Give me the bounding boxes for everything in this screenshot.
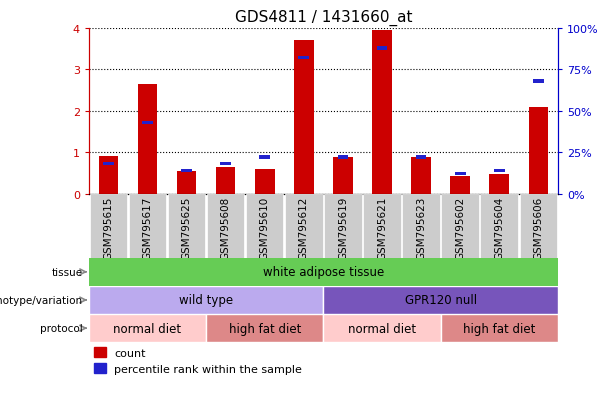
Bar [481, 194, 518, 258]
Bar [89, 286, 324, 314]
Text: GSM795608: GSM795608 [221, 196, 230, 259]
Bar [364, 194, 401, 258]
Text: high fat diet: high fat diet [229, 322, 301, 335]
Text: GSM795604: GSM795604 [494, 196, 504, 259]
Bar [181, 169, 192, 173]
Bar [220, 163, 231, 166]
Bar [324, 314, 441, 342]
Text: GSM795610: GSM795610 [260, 196, 270, 259]
Bar [259, 156, 270, 159]
Bar [99, 157, 118, 194]
Bar [441, 314, 558, 342]
Text: GSM795617: GSM795617 [142, 196, 153, 259]
Text: GPR120 null: GPR120 null [405, 294, 477, 307]
Bar [533, 80, 544, 83]
Text: normal diet: normal diet [348, 322, 416, 335]
Text: GSM795625: GSM795625 [181, 196, 192, 259]
Bar [299, 57, 309, 60]
Text: GSM795612: GSM795612 [299, 196, 309, 259]
Bar [528, 108, 548, 194]
Text: GSM795615: GSM795615 [104, 196, 113, 259]
Bar [285, 194, 322, 258]
Bar [338, 156, 348, 159]
Text: GSM795602: GSM795602 [455, 196, 465, 259]
Bar [441, 194, 479, 258]
Bar [520, 194, 557, 258]
Bar [206, 314, 324, 342]
Bar [324, 286, 558, 314]
Text: wild type: wild type [179, 294, 233, 307]
Bar [138, 85, 158, 194]
Text: GSM795619: GSM795619 [338, 196, 348, 259]
Bar [494, 169, 504, 173]
Bar [416, 156, 427, 159]
Text: high fat diet: high fat diet [463, 322, 535, 335]
Bar [376, 47, 387, 50]
Bar [455, 173, 465, 176]
Bar [489, 175, 509, 194]
Text: GSM795623: GSM795623 [416, 196, 426, 259]
Bar [246, 194, 283, 258]
Bar [142, 121, 153, 125]
Text: GSM795621: GSM795621 [377, 196, 387, 259]
Bar [324, 194, 362, 258]
Bar [411, 158, 431, 194]
Bar [255, 169, 275, 194]
Bar [333, 158, 352, 194]
Bar [216, 167, 235, 194]
Legend: count, percentile rank within the sample: count, percentile rank within the sample [94, 348, 302, 374]
Bar [177, 171, 196, 194]
Text: white adipose tissue: white adipose tissue [263, 266, 384, 279]
Text: protocol: protocol [40, 323, 83, 333]
Bar [207, 194, 245, 258]
Text: genotype/variation: genotype/variation [0, 295, 83, 305]
Text: GSM795606: GSM795606 [533, 196, 543, 259]
Bar [89, 194, 127, 258]
Text: normal diet: normal diet [113, 322, 181, 335]
Bar [294, 41, 314, 194]
Bar [451, 176, 470, 194]
Bar [89, 314, 206, 342]
Bar [168, 194, 205, 258]
Bar [372, 31, 392, 194]
Bar [402, 194, 440, 258]
Bar [103, 163, 114, 166]
Bar [129, 194, 166, 258]
Title: GDS4811 / 1431660_at: GDS4811 / 1431660_at [235, 10, 412, 26]
Text: tissue: tissue [51, 267, 83, 277]
